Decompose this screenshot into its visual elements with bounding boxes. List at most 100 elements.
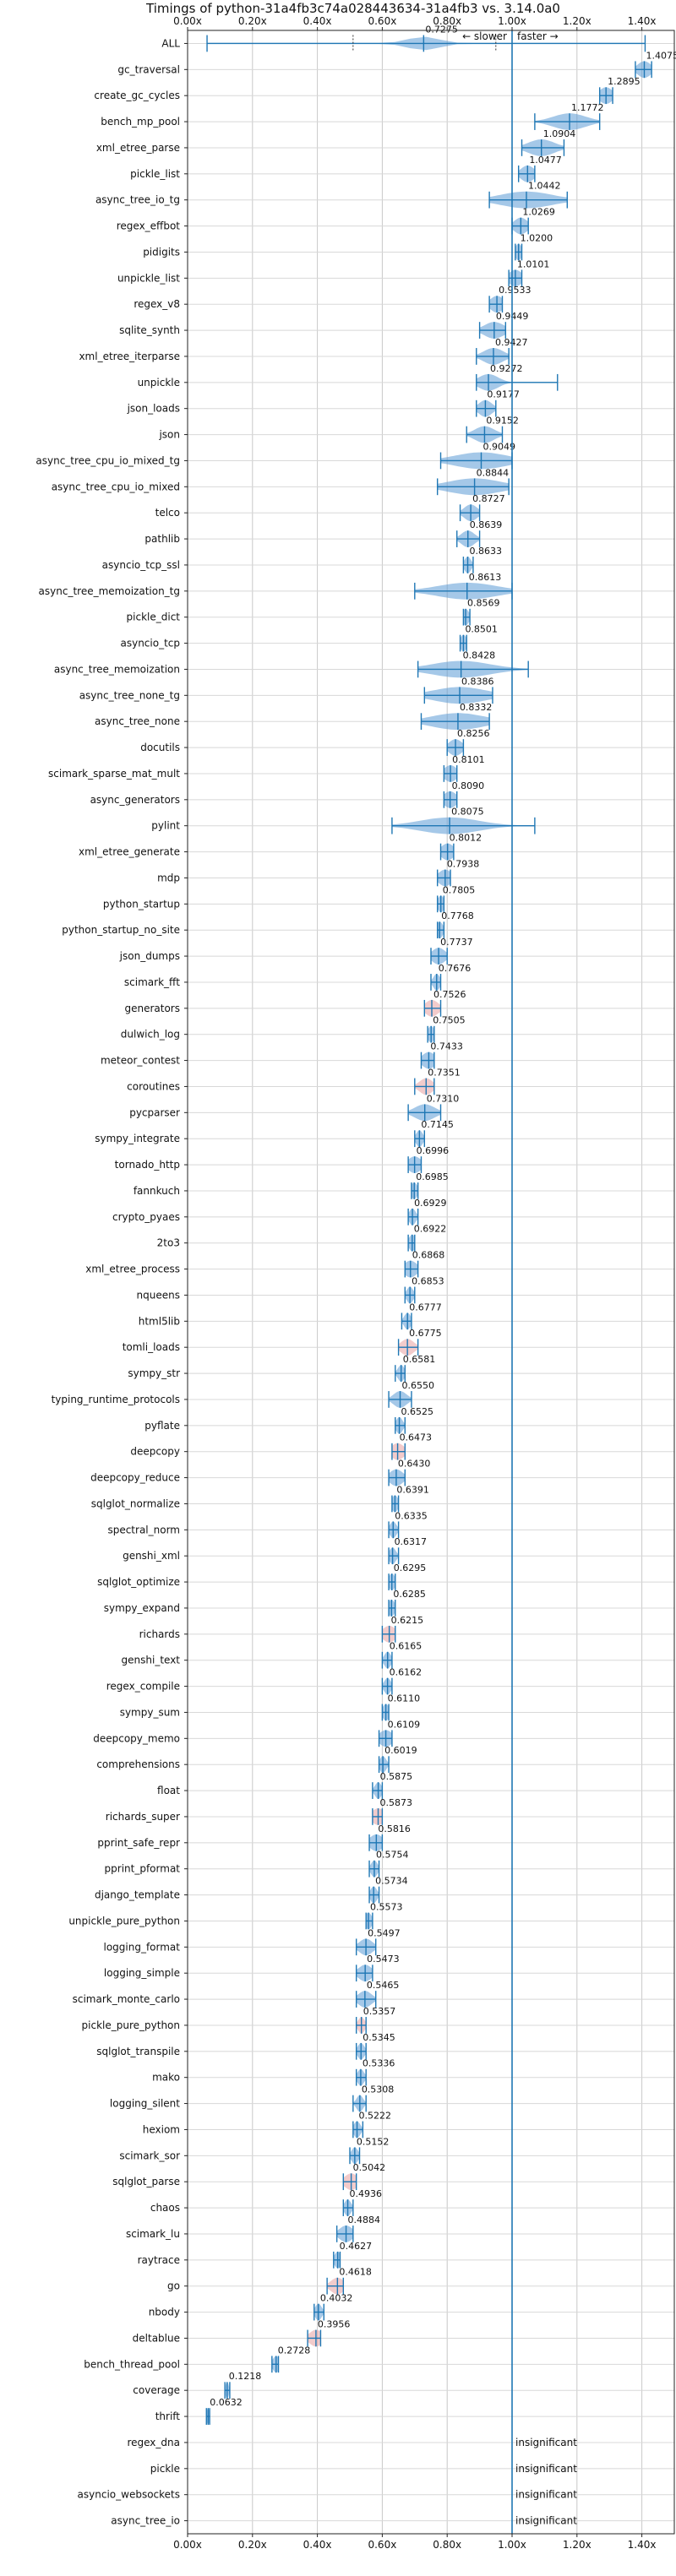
benchmark-row: hexiom 0.5222 xyxy=(143,2110,392,2139)
value-label: 0.7676 xyxy=(439,963,472,974)
value-label: 0.3956 xyxy=(318,2318,351,2329)
value-label: 0.8090 xyxy=(452,780,485,791)
benchmark-row: docutils 0.8256 xyxy=(140,728,490,756)
benchmark-row: pprint_pformat 0.5754 xyxy=(105,1850,409,1878)
benchmark-row: async_tree_cpu_io_mixed_tg 0.9049 xyxy=(35,441,515,470)
value-label: 1.0269 xyxy=(522,207,555,218)
value-label: 0.8101 xyxy=(452,754,485,765)
value-label: 0.5473 xyxy=(367,1954,400,1965)
benchmark-row: tornado_http 0.6996 xyxy=(115,1145,449,1173)
benchmark-row: async_tree_io insignificant xyxy=(111,2515,577,2527)
benchmark-row: scimark_fft 0.7676 xyxy=(124,963,471,991)
value-label: 0.6110 xyxy=(388,1693,421,1704)
value-label: 0.9152 xyxy=(486,416,519,427)
benchmark-label: regex_dna xyxy=(127,2437,180,2448)
benchmark-row: sqlglot_transpile 0.5345 xyxy=(96,2032,395,2060)
benchmark-label: create_gc_cycles xyxy=(94,90,180,101)
benchmark-row: pickle insignificant xyxy=(150,2463,577,2475)
benchmark-label: hexiom xyxy=(143,2123,180,2135)
value-label: 0.9049 xyxy=(482,441,515,452)
x-tick-label-bottom: 0.40x xyxy=(303,2539,332,2551)
x-tick-label-top: 0.40x xyxy=(303,15,332,27)
benchmark-row: pycparser 0.7310 xyxy=(129,1093,459,1122)
value-label: 0.7351 xyxy=(428,1067,461,1078)
benchmark-row: sqlite_synth0.9449 xyxy=(119,311,528,339)
benchmark-label: pidigits xyxy=(143,246,180,258)
benchmark-label: async_tree_memoization_tg xyxy=(39,585,180,597)
value-label: 0.5875 xyxy=(380,1771,413,1782)
benchmark-label: asyncio_websockets xyxy=(78,2489,180,2501)
benchmark-label: async_tree_memoization xyxy=(54,663,180,675)
benchmark-label: python_startup_no_site xyxy=(62,924,180,936)
value-label: 0.6109 xyxy=(388,1719,421,1730)
value-label: 0.6929 xyxy=(414,1198,447,1209)
benchmark-row: genshi_text 0.6165 xyxy=(122,1641,422,1669)
benchmark-label: sqlglot_parse xyxy=(112,2176,180,2187)
benchmark-row: regex_effbot 1.0269 xyxy=(117,207,555,235)
benchmark-row: pylint 0.8075 xyxy=(151,807,536,834)
benchmark-label: raytrace xyxy=(138,2254,180,2266)
benchmark-label: regex_compile xyxy=(106,1681,180,1693)
x-tick-label-bottom: 1.20x xyxy=(563,2539,592,2551)
benchmark-row: mako 0.5336 xyxy=(152,2058,395,2086)
value-label: 0.7768 xyxy=(441,910,474,921)
benchmark-row: sqlglot_optimize 0.6295 xyxy=(97,1562,426,1590)
benchmark-label: tornado_http xyxy=(115,1159,180,1171)
benchmark-label: sympy_expand xyxy=(104,1602,180,1614)
value-label: 0.6777 xyxy=(409,1302,442,1312)
benchmark-label: deepcopy_reduce xyxy=(90,1472,180,1484)
benchmark-label: thrift xyxy=(155,2410,181,2422)
x-tick-label-top: 0.20x xyxy=(238,15,267,27)
value-label: 0.8501 xyxy=(465,624,498,635)
value-label: 0.0632 xyxy=(210,2397,243,2408)
benchmark-label: json_loads xyxy=(127,403,180,415)
value-label: 0.8639 xyxy=(470,519,503,530)
benchmark-label: genshi_xml xyxy=(123,1550,180,1562)
value-label: 0.5222 xyxy=(359,2110,392,2121)
benchmark-row: logging_silent 0.5308 xyxy=(110,2084,394,2112)
value-label: 0.4884 xyxy=(348,2215,381,2225)
value-label: 1.2895 xyxy=(608,76,641,87)
benchmark-label: tomli_loads xyxy=(123,1341,180,1353)
benchmark-row: telco 0.8727 xyxy=(155,493,505,522)
value-label: 1.0200 xyxy=(521,232,553,243)
value-label: 1.0904 xyxy=(543,128,576,139)
value-label: 0.5754 xyxy=(376,1850,409,1861)
benchmark-label: deepcopy xyxy=(130,1446,180,1458)
value-label: 0.5042 xyxy=(353,2162,386,2173)
value-label: 0.8844 xyxy=(477,467,510,478)
benchmark-row: bench_mp_pool 1.1772 xyxy=(101,102,604,130)
benchmark-label: nbody xyxy=(149,2307,180,2318)
benchmark-row: sympy_expand 0.6285 xyxy=(104,1589,426,1617)
benchmark-row: pickle_pure_python 0.5357 xyxy=(82,2006,395,2034)
value-label: 0.5152 xyxy=(357,2136,390,2147)
benchmark-label: mdp xyxy=(157,872,180,883)
benchmark-label: telco xyxy=(155,507,180,519)
benchmark-row: generators 0.7526 xyxy=(124,989,466,1017)
value-label: 0.5465 xyxy=(367,1980,400,1991)
benchmark-row: thrift 0.0632 xyxy=(155,2397,243,2425)
benchmark-label: async_tree_none xyxy=(95,715,180,727)
benchmark-row: logging_format 0.5497 xyxy=(103,1927,401,1956)
benchmark-label: asyncio_tcp xyxy=(120,638,180,649)
benchmark-row: python_startup 0.7805 xyxy=(103,884,476,913)
value-label: 0.8569 xyxy=(467,598,500,609)
x-tick-label-bottom: 0.60x xyxy=(368,2539,396,2551)
benchmark-label: async_tree_none_tg xyxy=(79,689,180,701)
benchmark-label: regex_effbot xyxy=(117,220,181,232)
benchmark-row: asyncio_tcp_ssl 0.8633 xyxy=(102,546,502,573)
value-label: 0.4618 xyxy=(339,2267,372,2278)
value-label: 0.2728 xyxy=(278,2345,311,2356)
benchmark-row: scimark_monte_carlo 0.5465 xyxy=(73,1980,400,2008)
value-label: 0.7505 xyxy=(433,1015,466,1026)
value-label: 0.8256 xyxy=(457,728,490,739)
benchmark-row: asyncio_websockets insignificant xyxy=(78,2489,578,2501)
value-label: 0.7805 xyxy=(443,884,476,895)
benchmark-label: xml_etree_process xyxy=(85,1264,180,1275)
value-label: 0.6335 xyxy=(395,1510,428,1521)
benchmark-label: comprehensions xyxy=(96,1758,180,1770)
value-label: 0.6775 xyxy=(409,1328,442,1339)
benchmark-row: async_tree_none_tg 0.8386 xyxy=(79,676,494,704)
benchmark-row: sympy_str 0.6581 xyxy=(128,1354,435,1382)
benchmark-label: unpickle xyxy=(138,377,180,389)
